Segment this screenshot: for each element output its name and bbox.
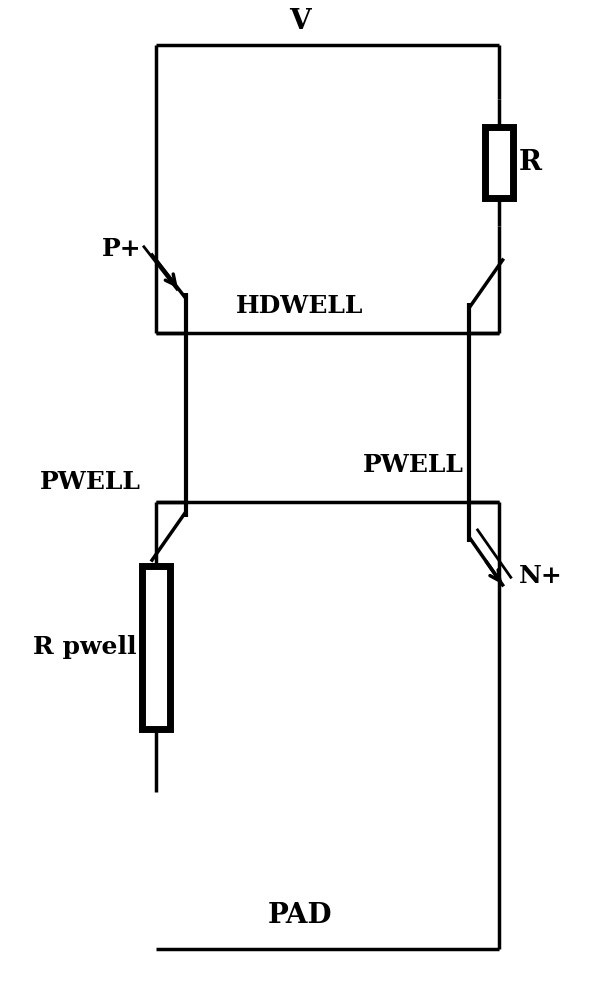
Text: PWELL: PWELL [40, 470, 141, 494]
Text: PAD: PAD [268, 902, 332, 929]
Text: V: V [289, 8, 311, 35]
Text: N+: N+ [519, 564, 563, 588]
Text: P+: P+ [102, 237, 141, 261]
Text: PWELL: PWELL [363, 453, 464, 477]
Bar [142, 566, 170, 729]
Text: HDWELL: HDWELL [236, 294, 363, 318]
Text: R pwell: R pwell [32, 635, 136, 659]
Text: R: R [519, 149, 542, 176]
Bar [485, 127, 513, 198]
